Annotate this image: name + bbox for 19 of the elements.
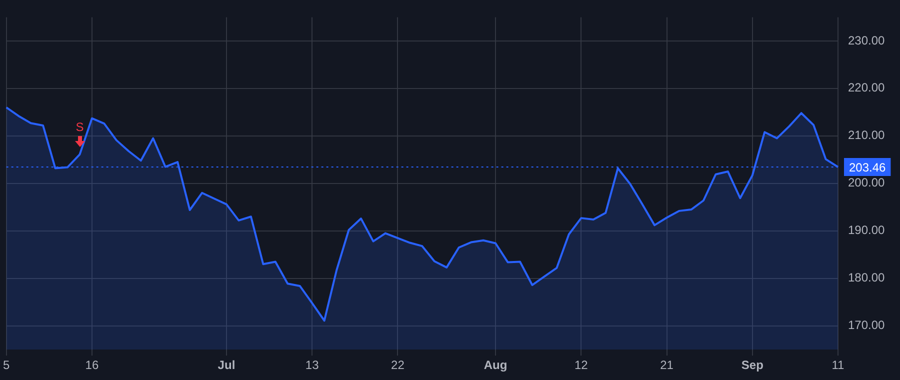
annotation: S	[74, 120, 85, 134]
x-tick-label: 16	[85, 358, 99, 372]
x-tick-label: 13	[305, 358, 320, 372]
y-tick-label: 210.00	[848, 128, 886, 142]
y-tick-label: 230.00	[848, 33, 886, 48]
ref-line-label: 203.46	[849, 160, 886, 174]
y-tick-label: 200.00	[848, 176, 886, 190]
y-tick-label: 170.00	[848, 318, 886, 332]
x-tick-label: Jul	[218, 358, 236, 372]
x-tick-label: Aug	[484, 358, 508, 372]
y-tick-label: 180.00	[848, 270, 886, 285]
x-tick-label: Sep	[741, 358, 764, 372]
x-tick-label: 11	[832, 358, 845, 372]
y-tick-label: 190.00	[848, 223, 886, 238]
x-tick-label: 21	[660, 358, 674, 372]
x-tick-label: 12	[574, 358, 588, 372]
x-tick-label: 5	[2, 358, 10, 372]
x-tick-label: 22	[391, 358, 405, 372]
y-tick-label: 220.00	[848, 80, 886, 95]
